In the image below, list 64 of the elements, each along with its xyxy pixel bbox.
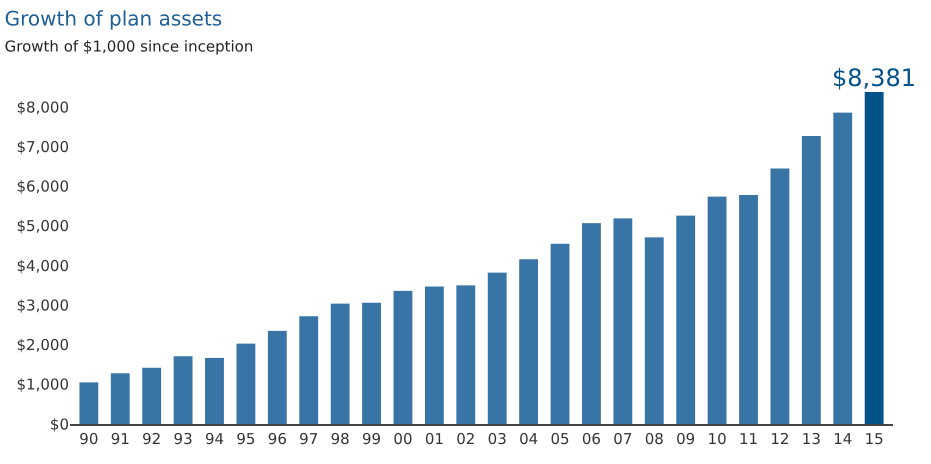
bar <box>394 290 412 424</box>
bar <box>362 302 381 424</box>
x-tick-label: 91 <box>110 430 130 448</box>
bar <box>582 223 601 424</box>
bar <box>330 304 350 424</box>
x-tick-label: 12 <box>770 430 790 448</box>
x-tick-label: 10 <box>708 430 727 448</box>
chart-title: Growth of plan assets <box>4 6 222 31</box>
bar <box>770 168 790 424</box>
x-tick-label: 00 <box>393 430 413 448</box>
x-tick-label: 06 <box>582 430 601 448</box>
bar <box>708 196 727 424</box>
x-tick-label: 13 <box>802 430 821 448</box>
y-tick-label: $3,000 <box>16 296 69 314</box>
x-tick-label: 08 <box>644 430 664 448</box>
bar <box>424 286 444 424</box>
x-tick-label: 92 <box>142 430 162 448</box>
bar <box>802 136 821 424</box>
x-tick-label: 94 <box>204 430 224 448</box>
x-tick-label: 11 <box>738 430 758 448</box>
bar <box>299 316 318 424</box>
y-tick-label: $4,000 <box>16 256 69 275</box>
x-tick-label: 99 <box>362 430 382 448</box>
x-tick-label: 02 <box>456 430 476 448</box>
y-tick-label: $8,000 <box>16 98 69 116</box>
bar <box>644 237 664 424</box>
x-tick-label: 97 <box>299 430 318 448</box>
y-tick-label: $7,000 <box>16 138 69 156</box>
y-tick-label: $5,000 <box>16 217 69 236</box>
bar <box>79 382 98 424</box>
x-tick-label: 04 <box>519 430 538 448</box>
x-tick-label: 07 <box>613 430 632 448</box>
bar <box>142 368 162 424</box>
x-tick-label: 96 <box>268 430 287 448</box>
y-tick-label: $0 <box>50 415 69 434</box>
x-tick-label: 01 <box>424 430 444 448</box>
y-tick-label: $2,000 <box>16 336 69 354</box>
bar <box>205 358 224 424</box>
bar <box>613 218 632 424</box>
data-label: $8,381 <box>832 64 916 92</box>
bar <box>110 373 130 424</box>
y-tick-label: $1,000 <box>16 376 69 394</box>
x-tick-label: 93 <box>174 430 193 448</box>
bar <box>456 285 476 424</box>
x-tick-label: 05 <box>550 430 570 448</box>
chart-subtitle: Growth of $1,000 since inception <box>4 38 254 56</box>
bar <box>488 272 507 424</box>
bar <box>833 112 852 424</box>
x-tick-label: 90 <box>79 430 98 448</box>
x-tick-label: 14 <box>833 430 852 448</box>
x-tick-label: 15 <box>864 430 884 448</box>
bar <box>519 259 538 424</box>
x-tick-label: 09 <box>676 430 696 448</box>
x-tick-label: 95 <box>236 430 256 448</box>
bar <box>236 344 256 424</box>
bar <box>268 330 287 424</box>
bar <box>864 92 884 424</box>
x-tick-label: 03 <box>488 430 507 448</box>
y-tick-label: $6,000 <box>16 178 69 196</box>
bar <box>550 244 570 424</box>
bar <box>739 195 758 424</box>
x-tick-label: 98 <box>330 430 350 448</box>
bar <box>676 216 696 424</box>
bar <box>174 356 193 424</box>
